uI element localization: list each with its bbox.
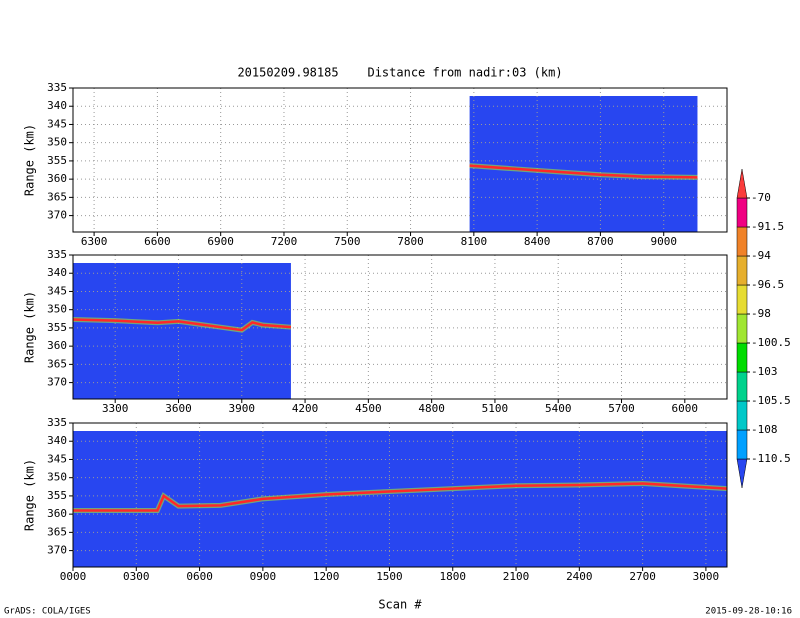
surface-line bbox=[469, 164, 698, 179]
x-tick-label: 2700 bbox=[629, 570, 656, 583]
y-tick-label: 350 bbox=[47, 303, 67, 316]
colorbar-label: -103 bbox=[751, 365, 778, 378]
y-tick-label: 365 bbox=[47, 190, 67, 203]
y-axis-label: Range (km) bbox=[23, 459, 37, 531]
x-tick-label: 8400 bbox=[524, 235, 551, 248]
y-tick-label: 360 bbox=[47, 172, 67, 185]
surface-line bbox=[72, 318, 292, 332]
x-tick-label: 3300 bbox=[102, 402, 129, 415]
data-area bbox=[469, 96, 698, 232]
y-tick-label: 370 bbox=[47, 376, 67, 389]
plot-frame bbox=[72, 254, 728, 400]
y-tick-label: 340 bbox=[47, 434, 67, 447]
y-tick-label: 335 bbox=[47, 248, 67, 261]
x-tick-label: 0900 bbox=[250, 570, 277, 583]
y-tick-label: 360 bbox=[47, 339, 67, 352]
x-tick-label: 6900 bbox=[207, 235, 234, 248]
x-tick-label: 4500 bbox=[355, 402, 382, 415]
x-tick-label: 3000 bbox=[693, 570, 720, 583]
y-tick-label: 355 bbox=[47, 489, 67, 502]
surface-line bbox=[73, 482, 728, 512]
x-tick-label: 1200 bbox=[313, 570, 340, 583]
colorbar-segment bbox=[736, 226, 748, 257]
footer-left: GrADS: COLA/IGES bbox=[4, 607, 91, 617]
y-tick-label: 365 bbox=[47, 357, 67, 370]
colorbar-segment bbox=[736, 371, 748, 402]
colorbar-segment bbox=[736, 429, 748, 460]
y-tick-label: 335 bbox=[47, 81, 67, 94]
data-area bbox=[73, 431, 727, 567]
colorbar-triangle bbox=[736, 458, 748, 489]
colorbar-label: -108 bbox=[751, 423, 778, 436]
plot-frame bbox=[72, 422, 728, 568]
colorbar-label: -91.5 bbox=[751, 220, 784, 233]
x-tick-label: 5400 bbox=[545, 402, 572, 415]
x-tick-label: 7800 bbox=[397, 235, 424, 248]
colorbar-label: -94 bbox=[751, 249, 771, 262]
x-tick-label: 6000 bbox=[672, 402, 699, 415]
colorbar-segment bbox=[736, 197, 748, 228]
y-tick-label: 345 bbox=[47, 284, 67, 297]
y-axis-label: Range (km) bbox=[23, 291, 37, 363]
colorbar-segment bbox=[736, 313, 748, 344]
x-tick-label: 8700 bbox=[587, 235, 614, 248]
plot-frame bbox=[72, 87, 728, 233]
x-tick-label: 7200 bbox=[271, 235, 298, 248]
chart-title: 20150209.98185 Distance from nadir:03 (k… bbox=[237, 66, 562, 80]
x-tick-label: 6300 bbox=[81, 235, 108, 248]
colorbar-triangle bbox=[736, 168, 748, 199]
colorbar-label: -105.5 bbox=[751, 394, 791, 407]
colorbar-label: -110.5 bbox=[751, 452, 791, 465]
y-tick-label: 345 bbox=[47, 452, 67, 465]
x-tick-label: 2100 bbox=[503, 570, 530, 583]
x-tick-label: 8100 bbox=[461, 235, 488, 248]
y-tick-label: 355 bbox=[47, 154, 67, 167]
x-tick-label: 4200 bbox=[292, 402, 319, 415]
y-tick-label: 350 bbox=[47, 136, 67, 149]
x-tick-label: 0000 bbox=[60, 570, 87, 583]
x-tick-label: 7500 bbox=[334, 235, 361, 248]
x-axis-label: Scan # bbox=[378, 598, 422, 612]
data-area bbox=[73, 263, 291, 399]
y-tick-label: 350 bbox=[47, 471, 67, 484]
x-tick-label: 5700 bbox=[608, 402, 635, 415]
y-tick-label: 365 bbox=[47, 525, 67, 538]
y-tick-label: 345 bbox=[47, 117, 67, 130]
y-tick-label: 340 bbox=[47, 266, 67, 279]
y-tick-label: 355 bbox=[47, 321, 67, 334]
x-tick-label: 6600 bbox=[144, 235, 171, 248]
x-tick-label: 0600 bbox=[186, 570, 213, 583]
y-axis-label: Range (km) bbox=[23, 124, 37, 196]
x-tick-label: 2400 bbox=[566, 570, 593, 583]
x-tick-label: 5100 bbox=[482, 402, 509, 415]
x-tick-label: 1800 bbox=[439, 570, 466, 583]
y-tick-label: 360 bbox=[47, 507, 67, 520]
x-tick-label: 9000 bbox=[650, 235, 677, 248]
colorbar-label: -70 bbox=[751, 191, 771, 204]
y-tick-label: 335 bbox=[47, 416, 67, 429]
x-tick-label: 3600 bbox=[165, 402, 192, 415]
x-tick-label: 0300 bbox=[123, 570, 150, 583]
colorbar-label: -96.5 bbox=[751, 278, 784, 291]
x-tick-label: 1500 bbox=[376, 570, 403, 583]
y-tick-label: 370 bbox=[47, 544, 67, 557]
colorbar-label: -100.5 bbox=[751, 336, 791, 349]
colorbar-segment bbox=[736, 255, 748, 286]
colorbar-segment bbox=[736, 400, 748, 431]
x-tick-label: 4800 bbox=[418, 402, 445, 415]
y-tick-label: 370 bbox=[47, 209, 67, 222]
colorbar-segment bbox=[736, 284, 748, 315]
colorbar-segment bbox=[736, 342, 748, 373]
colorbar-label: -98 bbox=[751, 307, 771, 320]
footer-right: 2015-09-28-10:16 bbox=[705, 607, 792, 617]
x-tick-label: 3900 bbox=[229, 402, 256, 415]
y-tick-label: 340 bbox=[47, 99, 67, 112]
